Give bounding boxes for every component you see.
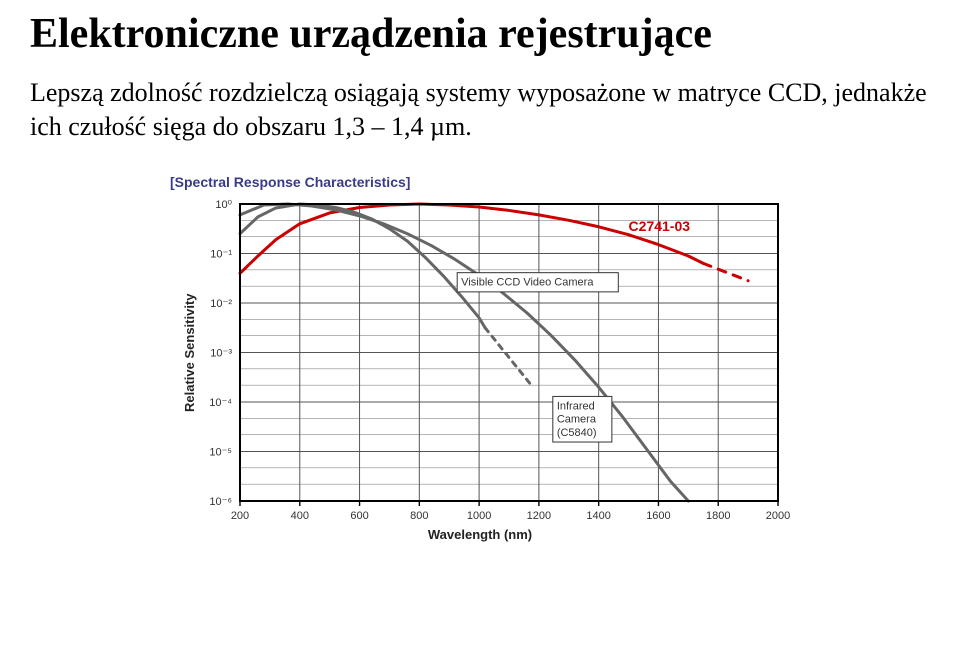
x-axis-label: Wavelength (nm) bbox=[170, 527, 790, 542]
svg-text:10⁰: 10⁰ bbox=[215, 199, 232, 211]
svg-text:C2741-03: C2741-03 bbox=[629, 218, 691, 234]
svg-text:Visible CCD Video Camera: Visible CCD Video Camera bbox=[461, 276, 594, 288]
chart-header: [Spectral Response Characteristics] bbox=[170, 174, 790, 190]
svg-text:400: 400 bbox=[291, 510, 309, 522]
svg-text:1800: 1800 bbox=[706, 510, 730, 522]
page-title: Elektroniczne urządzenia rejestrujące bbox=[30, 10, 930, 58]
spectral-response-chart: C2741-03 Visible CCD Video Camera Infrared… bbox=[170, 196, 790, 546]
svg-text:1600: 1600 bbox=[646, 510, 670, 522]
svg-text:10⁻²: 10⁻² bbox=[210, 298, 232, 310]
svg-text:600: 600 bbox=[350, 510, 368, 522]
svg-text:(C5840): (C5840) bbox=[557, 426, 597, 438]
svg-text:1000: 1000 bbox=[467, 510, 491, 522]
svg-text:10⁻¹: 10⁻¹ bbox=[210, 248, 232, 260]
svg-text:Infrared: Infrared bbox=[557, 400, 595, 412]
svg-text:200: 200 bbox=[231, 510, 249, 522]
svg-text:10⁻³: 10⁻³ bbox=[210, 347, 232, 359]
page-subtitle: Lepszą zdolność rozdzielczą osiągają sys… bbox=[30, 76, 930, 144]
svg-text:1400: 1400 bbox=[586, 510, 610, 522]
svg-text:10⁻⁴: 10⁻⁴ bbox=[209, 397, 232, 409]
svg-text:2000: 2000 bbox=[766, 510, 790, 522]
svg-text:800: 800 bbox=[410, 510, 428, 522]
svg-text:10⁻⁵: 10⁻⁵ bbox=[209, 446, 232, 458]
y-axis-label: Relative Sensitivity bbox=[182, 294, 197, 413]
svg-text:10⁻⁶: 10⁻⁶ bbox=[209, 496, 232, 508]
chart-container: [Spectral Response Characteristics] C274… bbox=[170, 174, 790, 546]
svg-text:1200: 1200 bbox=[527, 510, 551, 522]
svg-text:Camera: Camera bbox=[557, 413, 597, 425]
